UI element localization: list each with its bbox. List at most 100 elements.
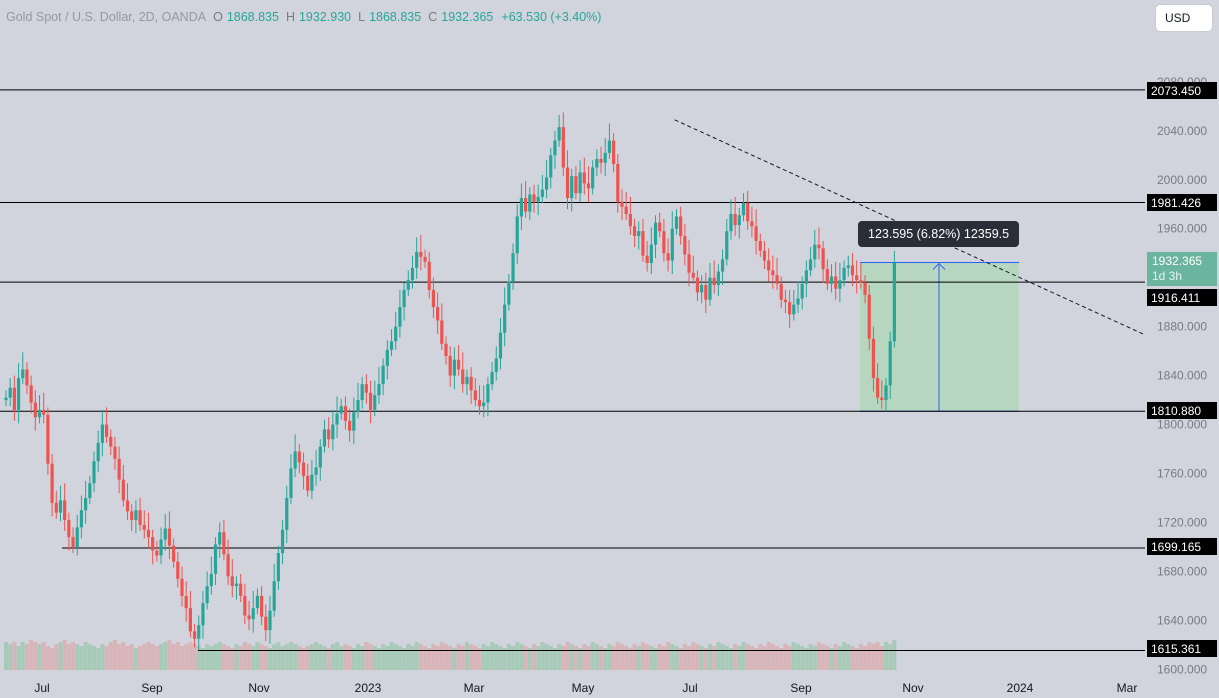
- candle-body: [720, 259, 725, 272]
- candle-body: [553, 140, 557, 156]
- bar-countdown: 1d 3h: [1152, 269, 1183, 283]
- candle-body: [331, 424, 335, 440]
- volume-bar: [284, 644, 289, 670]
- candle-body: [373, 395, 377, 410]
- volume-bar: [410, 646, 415, 670]
- volume-bar: [87, 644, 92, 670]
- candle-body: [243, 595, 247, 616]
- candle-body: [406, 280, 410, 290]
- y-tick-label: 1800.000: [1157, 418, 1207, 432]
- candle-body: [138, 510, 142, 525]
- volume-bar: [532, 644, 536, 670]
- low-value: 1868.835: [369, 10, 422, 24]
- volume-bar: [226, 646, 231, 670]
- volume-bar: [670, 644, 675, 670]
- candle-body: [394, 326, 398, 342]
- candle-body: [641, 231, 645, 256]
- candle-body: [368, 392, 373, 410]
- candle-body: [297, 451, 301, 463]
- candle-body: [716, 271, 720, 286]
- candle-body: [670, 228, 674, 261]
- volume-bar: [381, 644, 386, 670]
- volume-bar: [821, 644, 826, 670]
- volume-bar: [385, 646, 390, 670]
- candle-body: [683, 236, 687, 255]
- volume-bar: [297, 646, 302, 670]
- candle-body: [603, 152, 607, 163]
- volume-bar: [808, 644, 813, 670]
- x-tick-label: 2023: [355, 681, 382, 695]
- candle-body: [591, 167, 595, 189]
- volume-bar: [691, 642, 696, 670]
- level-tag-1810: 1810.880: [1147, 402, 1217, 419]
- candle-body: [440, 320, 444, 344]
- volume-bar: [125, 646, 130, 670]
- candle-body: [25, 369, 29, 386]
- volume-bar: [41, 642, 46, 670]
- candle-body: [12, 387, 16, 410]
- candle-body: [16, 378, 21, 410]
- candle-body: [503, 304, 507, 333]
- candle-body: [427, 261, 431, 290]
- candle-body: [448, 356, 452, 376]
- volume-bar: [276, 642, 281, 670]
- volume-bar: [498, 646, 503, 670]
- candle-body: [700, 285, 704, 293]
- candle-body: [343, 406, 348, 421]
- x-tick-label: Jul: [682, 681, 697, 695]
- volume-bar: [816, 642, 821, 670]
- candle-body: [469, 376, 473, 391]
- candle-body: [21, 369, 25, 379]
- volume-bar: [54, 644, 59, 670]
- volume-bar: [104, 646, 109, 670]
- candle-body: [754, 226, 758, 241]
- candle-body: [88, 483, 92, 498]
- volume-bar: [314, 642, 319, 670]
- candle-body: [733, 214, 737, 226]
- candle-body: [452, 359, 456, 376]
- candle-body: [549, 155, 553, 178]
- volume-bar: [360, 646, 365, 670]
- currency-button[interactable]: USD: [1155, 4, 1213, 32]
- volume-bar: [762, 646, 767, 670]
- candle-body: [855, 275, 859, 281]
- candle-body: [737, 215, 741, 226]
- candle-body: [783, 299, 788, 303]
- volume-bar: [728, 648, 733, 670]
- volume-bar: [657, 644, 662, 670]
- candle-body: [8, 387, 12, 398]
- volume-bar: [309, 644, 314, 670]
- y-tick-label: 1720.000: [1157, 515, 1207, 529]
- candle-body: [142, 524, 146, 530]
- candle-body: [817, 244, 821, 249]
- x-tick-label: Nov: [248, 681, 269, 695]
- candle-body: [867, 294, 871, 339]
- volume-bar: [783, 644, 788, 670]
- volume-bar: [142, 644, 147, 670]
- candle-body: [151, 537, 155, 551]
- volume-bar: [356, 644, 360, 670]
- volume-bar: [418, 644, 423, 670]
- candle-body: [431, 289, 436, 308]
- candle-body: [234, 583, 239, 587]
- candle-body: [884, 385, 888, 401]
- candle-body: [779, 283, 783, 300]
- candle-body: [804, 270, 808, 284]
- candle-body: [557, 127, 561, 141]
- volume-bar: [687, 646, 692, 670]
- volume-bar: [83, 642, 88, 670]
- volume-bar: [192, 644, 197, 670]
- volume-bar: [544, 644, 549, 670]
- volume-bar: [548, 646, 553, 670]
- candle-body: [423, 256, 427, 262]
- candle-body: [653, 222, 658, 245]
- volume-bar: [234, 644, 239, 670]
- level-tag-1981: 1981.426: [1147, 194, 1217, 211]
- volume-bar: [448, 646, 453, 670]
- candle-body: [285, 497, 289, 530]
- volume-bar: [879, 646, 884, 670]
- volume-bar: [163, 642, 168, 670]
- candle-body: [415, 251, 419, 268]
- volume-bar: [561, 646, 566, 670]
